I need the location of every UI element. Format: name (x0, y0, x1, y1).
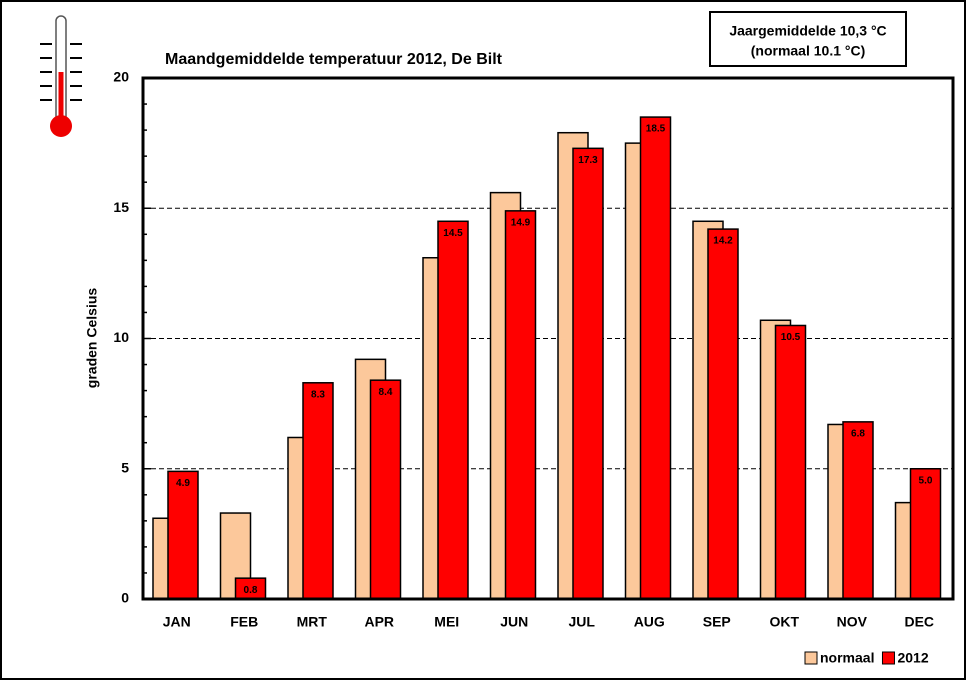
bar (842, 421, 874, 600)
y-axis-label: graden Celsius (84, 288, 100, 389)
bar (437, 220, 469, 600)
bar (302, 382, 334, 600)
thermometer-icon (40, 15, 82, 137)
legend-swatch (881, 651, 895, 665)
x-tick-label: JAN (163, 614, 191, 630)
x-tick-label: AUG (634, 614, 665, 630)
bar (909, 468, 942, 600)
data-label: 4.9 (176, 478, 190, 489)
x-tick-label: JUL (569, 614, 596, 630)
y-tick-label: 15 (113, 199, 129, 215)
data-label: 18.5 (646, 124, 666, 135)
annotation: Jaargemiddelde 10,3 °C (729, 23, 886, 39)
data-label: 14.5 (443, 228, 463, 239)
data-label: 14.2 (713, 236, 733, 247)
x-tick-label: FEB (230, 614, 258, 630)
x-tick-label: SEP (703, 614, 731, 630)
y-tick-label: 5 (121, 459, 129, 475)
x-tick-label: JUN (500, 614, 528, 630)
data-label: 14.9 (511, 217, 531, 228)
x-tick-label: DEC (904, 614, 934, 630)
data-label: 8.3 (311, 389, 325, 400)
chart-title: Maandgemiddelde temperatuur 2012, De Bil… (165, 51, 503, 68)
data-label: 17.3 (578, 155, 598, 166)
y-tick-label: 20 (113, 69, 129, 85)
y-tick-label: 10 (113, 329, 129, 345)
annotation-box (709, 11, 907, 67)
bar (369, 379, 402, 600)
data-label: 10.5 (781, 332, 801, 343)
x-tick-label: APR (364, 614, 394, 630)
bar (504, 210, 537, 600)
bar (774, 324, 807, 600)
legend-label: 2012 (897, 650, 928, 666)
legend-swatch (804, 651, 818, 665)
bar (639, 116, 672, 600)
annotation: (normaal 10.1 °C) (751, 43, 866, 59)
data-label: 5.0 (919, 475, 933, 486)
data-label: 0.8 (244, 585, 258, 596)
data-label: 6.8 (851, 429, 865, 440)
x-tick-label: OKT (769, 614, 799, 630)
plot-border (141, 76, 955, 601)
legend-label: normaal (820, 650, 874, 666)
data-label: 8.4 (379, 387, 393, 398)
bar (572, 147, 604, 600)
bar (707, 228, 739, 600)
x-tick-label: NOV (837, 614, 868, 630)
bar (167, 470, 199, 600)
x-tick-label: MRT (297, 614, 328, 630)
x-tick-label: MEI (434, 614, 459, 630)
y-tick-label: 0 (121, 590, 129, 606)
